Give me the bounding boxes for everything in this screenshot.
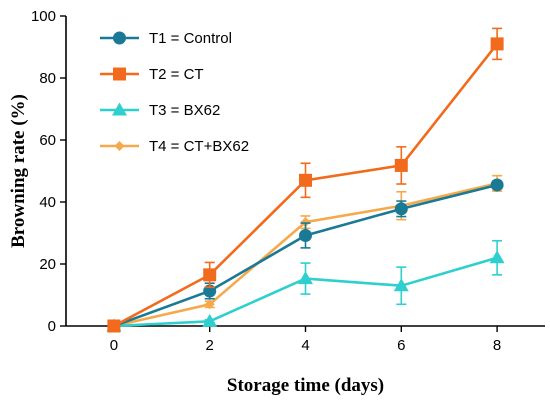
- legend-item-2: T2 = CT: [100, 66, 204, 83]
- data-point: [299, 173, 312, 187]
- data-point: [490, 37, 504, 51]
- series-1: [107, 178, 504, 333]
- data-point: [298, 271, 313, 285]
- legend-item-1: T1 = Control: [100, 30, 232, 47]
- x-tick-label: 2: [206, 337, 214, 354]
- data-point: [300, 217, 311, 228]
- y-tick-label: 100: [31, 8, 56, 25]
- data-point: [202, 313, 218, 327]
- data-point: [299, 228, 312, 242]
- series-2: [107, 27, 504, 333]
- y-axis-title: Browning rate (%): [8, 94, 29, 248]
- data-point: [394, 202, 408, 216]
- plot-area: [106, 27, 505, 333]
- data-point: [394, 158, 408, 172]
- legend-marker: [114, 141, 125, 151]
- data-point: [393, 278, 409, 292]
- x-axis-title: Storage time (days): [227, 375, 384, 396]
- x-tick-label: 8: [493, 337, 501, 354]
- legend: T1 = Control T2 = CT T3 = BX62 T4 = CT+BX62: [100, 30, 249, 155]
- legend-marker: [113, 31, 126, 45]
- x-tick-label: 6: [397, 337, 405, 354]
- x-tick-label: 0: [110, 337, 118, 354]
- axes: 0 20 40 60 80 100 0 2 4 6 8: [31, 8, 545, 354]
- y-tick-label: 0: [48, 318, 56, 335]
- y-tick-label: 60: [39, 132, 56, 149]
- legend-label: T4 = CT+BX62: [149, 138, 249, 155]
- y-tick-label: 80: [39, 70, 56, 87]
- legend-item-3: T3 = BX62: [100, 102, 220, 119]
- data-point: [490, 178, 504, 192]
- legend-item-4: T4 = CT+BX62: [100, 138, 249, 155]
- legend-label: T3 = BX62: [149, 102, 220, 119]
- series-line: [113, 183, 498, 328]
- y-tick-label: 40: [39, 194, 56, 211]
- series-3: [106, 239, 505, 332]
- data-point: [489, 250, 505, 264]
- legend-marker: [113, 67, 126, 81]
- legend-label: T1 = Control: [149, 30, 232, 47]
- y-tick-label: 20: [39, 256, 56, 273]
- data-point: [204, 299, 215, 310]
- data-point: [203, 268, 217, 282]
- legend-marker: [112, 102, 127, 116]
- data-point: [107, 319, 121, 333]
- x-tick-label: 4: [301, 337, 309, 354]
- legend-label: T2 = CT: [149, 66, 204, 83]
